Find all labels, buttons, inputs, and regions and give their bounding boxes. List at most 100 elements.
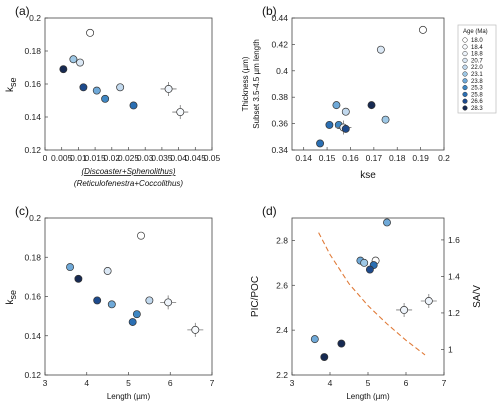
data-point: [176, 108, 185, 117]
legend-label: 23.1: [471, 72, 483, 78]
data-point: [400, 306, 409, 314]
data-point: [59, 65, 68, 74]
data-point: [367, 101, 376, 110]
y-tick-label: 0.4: [276, 66, 288, 76]
y-right-axis-label: SA/V: [472, 285, 483, 308]
data-point: [424, 297, 433, 305]
x-tick-label: 0.15: [319, 153, 336, 163]
x-tick-label: 6: [404, 378, 409, 388]
legend-label: 20.7: [471, 58, 483, 64]
y-axis-label: Thickness (µm): [241, 56, 250, 111]
data-point: [66, 263, 75, 272]
data-point: [341, 124, 350, 133]
y-axis-label: kse: [5, 77, 18, 92]
x-tick-label: 0.16: [342, 153, 359, 163]
y-tick-label: 0.36: [271, 119, 288, 129]
plot-frame: [291, 17, 445, 151]
legend-marker: [462, 98, 468, 104]
panel-a: (a)0 0.0050.010.0150.020.0250.030.0350.04…: [5, 4, 221, 188]
x-tick-label: 7: [442, 378, 447, 388]
legend-label: 23.8: [471, 79, 483, 85]
x-tick-label: 4: [328, 378, 333, 388]
data-point: [191, 325, 200, 334]
x-tick-label: 0.015: [84, 153, 106, 163]
data-point: [76, 58, 85, 67]
y-tick-label: 0.42: [271, 39, 288, 49]
data-point: [132, 310, 141, 319]
x-tick-label: 0.05: [204, 153, 221, 163]
data-point: [325, 120, 334, 129]
x-tick-label: 3: [43, 378, 48, 388]
panel-label: (c): [15, 204, 29, 218]
data-point: [164, 298, 173, 307]
x-tick-label: 0.03: [137, 153, 154, 163]
y-right-tick-label: 1.6: [448, 235, 460, 245]
x-axis-label: kse: [360, 170, 376, 181]
legend-marker: [462, 44, 468, 50]
data-point: [381, 115, 390, 124]
y-axis-label: kse: [5, 290, 18, 305]
x-tick-label: 0.17: [366, 153, 383, 163]
x-axis-label-denominator: (Reticulofenestra+Coccolithus): [74, 179, 183, 188]
data-point: [101, 94, 110, 103]
x-tick-label: 5: [126, 378, 131, 388]
data-point: [137, 231, 145, 240]
plot-frame: [291, 217, 445, 376]
x-tick-label: 0.14: [295, 153, 312, 163]
x-tick-label: 0.01: [70, 153, 87, 163]
data-point: [92, 86, 101, 95]
y-tick-label: 0.38: [271, 92, 288, 102]
panel-c: (c) 3 4 5 6 7 0.12 0.14 0.16 0.18 0.2 kse Length (µm…: [5, 204, 215, 401]
x-tick-label: 0.2: [438, 153, 450, 163]
data-point: [164, 84, 173, 93]
legend-label: 25.8: [471, 92, 483, 98]
y-tick-label: 2.4: [276, 325, 288, 335]
panel-d: (d) 3 4 5 6 7 2.2 2.4 2.6 2.8 PIC/POC Length (µm) 1 1…: [250, 204, 483, 401]
data-point: [419, 25, 427, 34]
data-point: [79, 83, 88, 92]
plot-frame: [44, 17, 213, 151]
x-tick-label: 7: [210, 378, 215, 388]
legend-label: 26.6: [471, 99, 483, 105]
x-axis-label: Length (µm): [346, 392, 390, 401]
data-point: [93, 296, 102, 305]
data-point: [129, 101, 138, 110]
y-tick-label: 0.34: [271, 145, 288, 155]
legend-label: 22.0: [471, 65, 483, 71]
x-axis-label-numerator: (Discoaster+Sphenolithus): [81, 167, 175, 176]
legend-marker: [462, 37, 468, 43]
y-right-tick-label: 1.4: [448, 271, 460, 281]
legend: Age (Ma) 18.018.418.820.722.023.123.825.3…: [457, 24, 497, 114]
data-point: [360, 258, 369, 267]
legend-label: 18.4: [471, 45, 483, 51]
data-point: [103, 267, 112, 275]
data-point: [337, 339, 346, 348]
x-tick-label: 0.005: [51, 153, 73, 163]
x-tick-label: 5: [366, 378, 371, 388]
legend-label: 18.0: [471, 38, 483, 44]
legend-label: 25.3: [471, 86, 483, 92]
y-tick-label: 0.16: [24, 292, 41, 302]
x-tick-label: 0.18: [389, 153, 406, 163]
legend-marker: [462, 64, 468, 70]
x-tick-label: 6: [168, 378, 173, 388]
x-tick-label: 0.035: [151, 153, 173, 163]
y-tick-label: 2.8: [276, 235, 288, 245]
data-point: [107, 300, 116, 309]
x-axis-label: Length (µm): [107, 392, 151, 401]
y-tick-label: 0.12: [24, 145, 41, 155]
data-point: [310, 335, 319, 344]
data-point: [74, 274, 83, 283]
x-tick-label: 0.025: [118, 153, 140, 163]
legend-marker: [462, 105, 468, 111]
legend-title: Age (Ma): [463, 29, 488, 35]
data-point: [116, 83, 125, 92]
data-point: [86, 28, 95, 37]
y-tick-label: 2.2: [276, 370, 288, 380]
y-right-tick-label: 1.2: [448, 308, 460, 318]
data-point: [383, 218, 391, 227]
x-tick-label: 0: [43, 153, 48, 163]
y-tick-label: 0.16: [24, 79, 41, 89]
y-axis-label: PIC/POC: [250, 276, 261, 317]
